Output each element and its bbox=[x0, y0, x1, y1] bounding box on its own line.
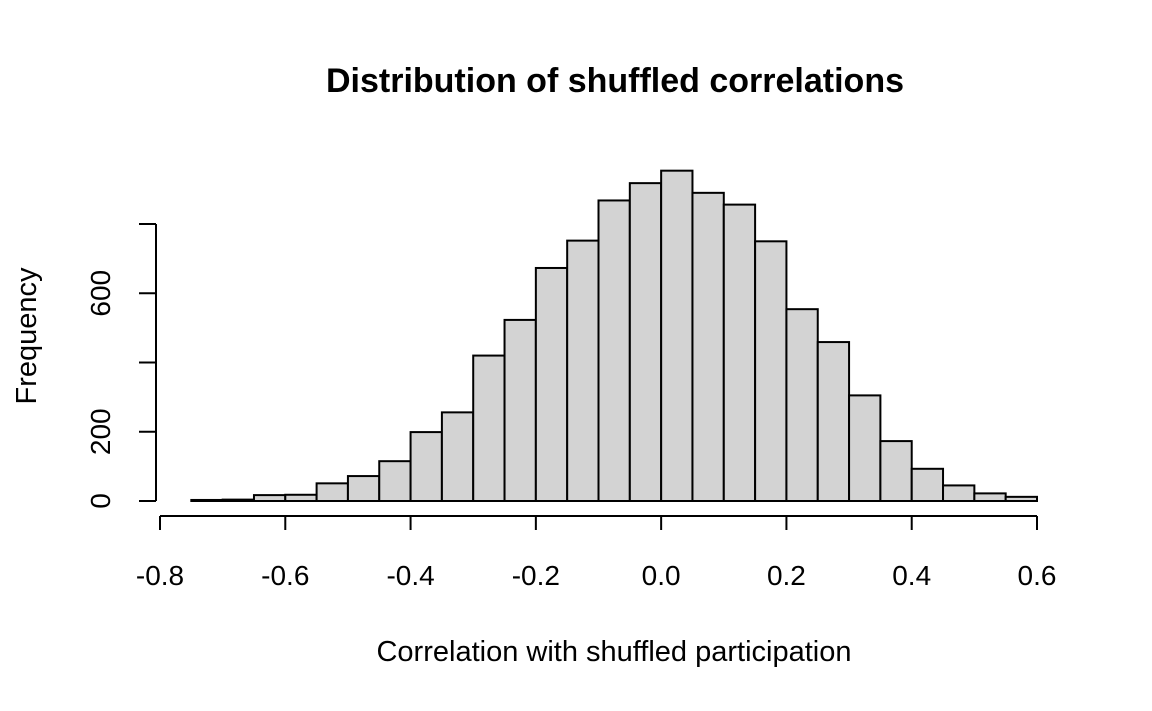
histogram-bar bbox=[252, 494, 287, 502]
histogram-bar bbox=[879, 440, 913, 503]
histogram-bar bbox=[597, 199, 631, 503]
histogram-bar bbox=[472, 354, 506, 503]
x-tick-label: -0.4 bbox=[386, 560, 434, 591]
histogram-bar bbox=[503, 318, 537, 502]
histogram-bar bbox=[1004, 495, 1039, 503]
x-tick-label: 0.4 bbox=[892, 560, 931, 591]
histogram-bars bbox=[190, 169, 1039, 503]
y-tick-label: 0 bbox=[85, 493, 116, 509]
histogram-bar bbox=[910, 467, 945, 502]
x-tick-label: 0.0 bbox=[642, 560, 681, 591]
histogram-bar bbox=[848, 394, 882, 502]
y-tick-label: 200 bbox=[85, 408, 116, 455]
y-axis: 0 200 600 bbox=[85, 223, 157, 509]
histogram-bar bbox=[190, 498, 224, 502]
x-axis: -0.8 -0.6 -0.4 -0.2 0.0 0.2 0.4 0.6 bbox=[136, 515, 1057, 591]
histogram-bar bbox=[284, 493, 318, 502]
y-axis-label: Frequency bbox=[11, 267, 43, 405]
histogram-bar bbox=[660, 169, 694, 503]
x-tick-label: 0.6 bbox=[1018, 560, 1057, 591]
histogram-bar bbox=[785, 308, 819, 502]
histogram-bar bbox=[534, 266, 569, 502]
y-tick-label: 600 bbox=[85, 270, 116, 317]
histogram-bar bbox=[628, 182, 663, 503]
histogram-bar bbox=[973, 492, 1007, 503]
x-tick-label: 0.2 bbox=[767, 560, 806, 591]
histogram-bar bbox=[816, 341, 851, 503]
x-axis-label: Correlation with shuffled participation bbox=[376, 636, 851, 668]
histogram-bar bbox=[566, 239, 600, 502]
histogram-bar bbox=[409, 431, 443, 502]
histogram-bar bbox=[221, 498, 255, 502]
x-tick-label: -0.6 bbox=[261, 560, 309, 591]
histogram-bar bbox=[691, 191, 725, 502]
histogram-bar bbox=[440, 411, 475, 502]
histogram-bar bbox=[346, 475, 381, 503]
histogram-bar bbox=[722, 203, 757, 503]
histogram-bar bbox=[942, 484, 976, 503]
x-tick-label: -0.8 bbox=[136, 560, 184, 591]
histogram-bar bbox=[754, 240, 788, 502]
x-tick-label: -0.2 bbox=[512, 560, 560, 591]
histogram-bar bbox=[315, 482, 349, 502]
chart-title: Distribution of shuffled correlations bbox=[326, 62, 904, 100]
histogram-bar bbox=[378, 460, 412, 502]
